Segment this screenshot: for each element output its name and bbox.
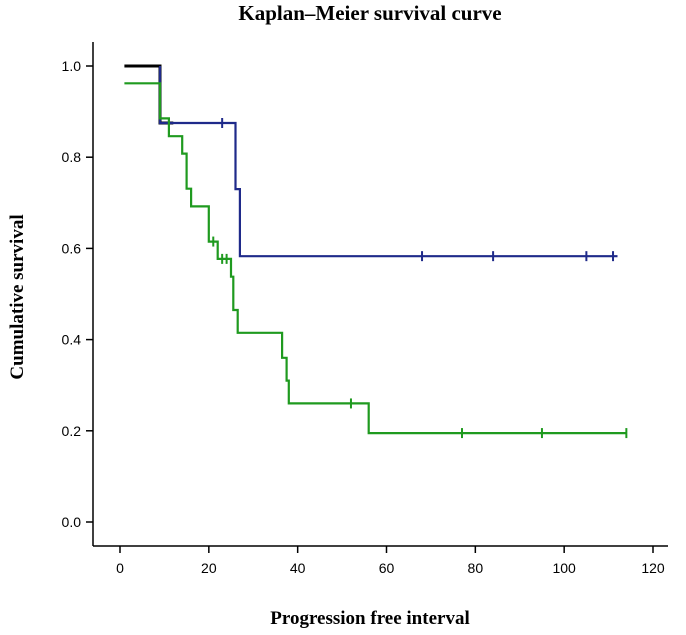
x-tick-label: 60 — [379, 560, 395, 576]
survival-curve-group-3 — [124, 82, 627, 435]
y-tick-label: 0.4 — [62, 332, 82, 348]
y-tick-label: 1.0 — [62, 58, 82, 74]
x-axis-label: Progression free interval — [270, 608, 469, 629]
y-axis-label: Cumulative survival — [7, 214, 28, 379]
y-tick-label: 0.6 — [62, 240, 82, 256]
plot-area — [124, 64, 628, 439]
chart-title: Kaplan–Meier survival curve — [238, 1, 501, 25]
x-tick-label: 100 — [552, 560, 576, 576]
x-tick-label: 0 — [116, 560, 124, 576]
x-tick-label: 80 — [468, 560, 484, 576]
x-tick-label: 40 — [290, 560, 306, 576]
y-tick-label: 0.2 — [62, 423, 82, 439]
survival-curve-group-2 — [158, 66, 618, 258]
survival-curve-group-1 — [124, 64, 174, 125]
axes: 0.0 0.2 0.4 0.6 0.8 1.0 0 20 40 60 80 100 120 — [62, 42, 668, 576]
x-tick-label: 20 — [201, 560, 217, 576]
x-tick-label: 120 — [641, 560, 665, 576]
y-tick-label: 0.0 — [62, 514, 82, 530]
y-tick-label: 0.8 — [62, 149, 82, 165]
